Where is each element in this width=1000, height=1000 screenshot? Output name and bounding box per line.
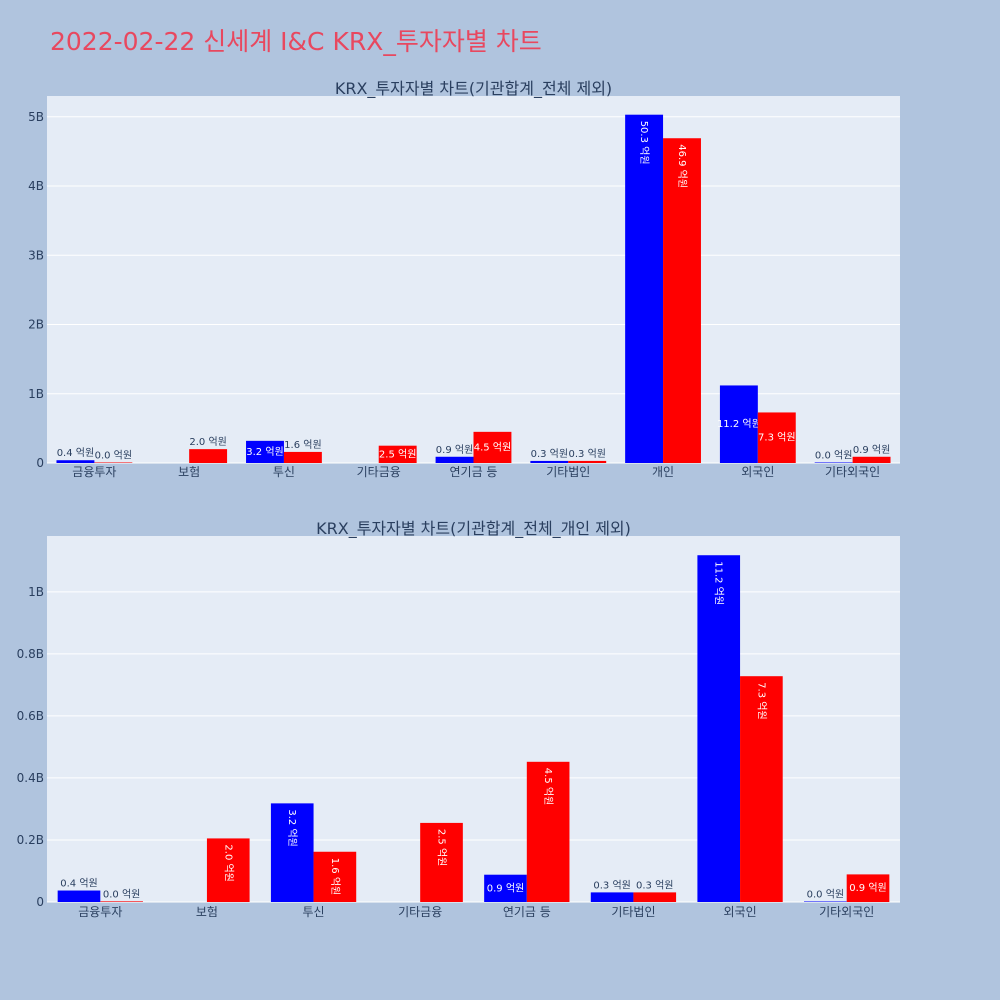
bar [57, 890, 101, 902]
bar [568, 460, 607, 463]
bar [100, 901, 143, 902]
data-label: 7.3 억원 [755, 682, 767, 719]
data-label: 0.0 억원 [815, 450, 852, 462]
x-tick-label: 기타법인 [611, 905, 655, 919]
data-label: 3.2 억원 [246, 446, 283, 458]
y-tick-label: 1B [28, 585, 44, 599]
bar [283, 451, 322, 463]
data-label: 2.5 억원 [379, 448, 416, 460]
data-label: 11.2 억원 [713, 561, 725, 605]
y-tick-label: 0.8B [17, 647, 44, 661]
bar [56, 460, 95, 463]
data-label: 1.6 억원 [284, 439, 321, 451]
data-label: 2.0 억원 [189, 436, 226, 448]
bar [526, 761, 570, 902]
data-label: 0.0 억원 [807, 889, 844, 901]
bar [846, 874, 890, 902]
bar [740, 676, 783, 902]
y-tick-label: 0.4B [17, 771, 44, 785]
data-label: 4.5 억원 [474, 441, 511, 453]
bar [814, 462, 853, 463]
x-tick-label: 보험 [178, 465, 200, 479]
x-tick-label: 금융투자 [78, 905, 122, 919]
x-tick-label: 연기금 등 [503, 905, 551, 919]
data-label: 0.9 억원 [853, 444, 890, 456]
bar [697, 555, 741, 902]
data-label: 11.2 억원 [717, 418, 761, 430]
x-tick-label: 연기금 등 [450, 465, 498, 479]
data-label: 0.3 억원 [593, 879, 630, 891]
chart-title: KRX_투자자별 차트(기관합계_전체_개인 제외) [316, 519, 631, 539]
bar [633, 892, 677, 902]
data-label: 0.4 억원 [57, 447, 94, 459]
data-label: 0.3 억원 [531, 448, 568, 460]
x-tick-label: 투신 [273, 465, 295, 479]
data-label: 46.9 억원 [676, 144, 688, 188]
data-label: 2.5 억원 [436, 829, 448, 866]
bar [270, 803, 314, 902]
data-label: 2.0 억원 [222, 844, 234, 881]
bar [625, 114, 664, 463]
y-tick-label: 0.6B [17, 709, 44, 723]
bar [189, 449, 228, 463]
x-tick-label: 기타외국인 [819, 905, 874, 919]
bar [420, 822, 463, 902]
chart-top: KRX_투자자별 차트(기관합계_전체 제외) 0 1B 2B 3B 4B 5B 금융투자 보험… [28, 79, 900, 479]
data-label: 0.0 억원 [95, 450, 132, 462]
y-tick-label: 0 [36, 456, 44, 470]
x-tick-label: 기타금융 [398, 905, 442, 919]
x-tick-label: 외국인 [741, 465, 774, 479]
x-tick-label: 금융투자 [72, 465, 116, 479]
x-tick-label: 투신 [303, 905, 325, 919]
x-tick-label: 기타법인 [546, 465, 590, 479]
chart-title: KRX_투자자별 차트(기관합계_전체 제외) [335, 79, 612, 99]
data-label: 50.3 억원 [638, 121, 650, 165]
bar [590, 892, 634, 902]
bar [719, 385, 758, 463]
data-label: 1.6 억원 [329, 858, 341, 895]
y-tick-label: 0.2B [17, 833, 44, 847]
data-label: 0.0 억원 [103, 888, 140, 900]
x-tick-label: 기타금융 [357, 465, 401, 479]
data-label: 0.9 억원 [849, 882, 886, 894]
x-tick-label: 개인 [652, 465, 674, 479]
data-label: 0.3 억원 [636, 879, 673, 891]
bar [206, 838, 250, 902]
x-tick-label: 외국인 [724, 905, 757, 919]
bar [94, 462, 133, 463]
data-label: 3.2 억원 [286, 809, 298, 846]
data-label: 0.9 억원 [487, 882, 524, 894]
bar [435, 456, 474, 463]
bar [246, 440, 284, 463]
bar [313, 851, 357, 902]
y-tick-label: 2B [28, 318, 44, 332]
data-label: 0.3 억원 [568, 448, 605, 460]
y-tick-label: 3B [28, 248, 44, 262]
y-tick-label: 5B [28, 110, 44, 124]
data-label: 0.9 억원 [436, 444, 473, 456]
data-label: 0.4 억원 [60, 878, 97, 890]
bar [757, 412, 796, 463]
bar [663, 138, 701, 463]
bar [378, 445, 417, 463]
bar [473, 431, 512, 463]
bar [484, 874, 527, 902]
page-title: 2022-02-22 신세계 I&C KRX_투자자별 차트 [50, 27, 542, 56]
data-label: 4.5 억원 [542, 768, 554, 805]
y-tick-label: 0 [36, 895, 44, 909]
data-label: 7.3 억원 [758, 432, 795, 444]
y-tick-label: 1B [28, 387, 44, 401]
bar [852, 456, 891, 463]
bar [804, 901, 847, 902]
x-tick-label: 기타외국인 [825, 465, 880, 479]
x-tick-label: 보험 [196, 905, 218, 919]
bar [530, 460, 569, 463]
y-tick-label: 4B [28, 179, 44, 193]
